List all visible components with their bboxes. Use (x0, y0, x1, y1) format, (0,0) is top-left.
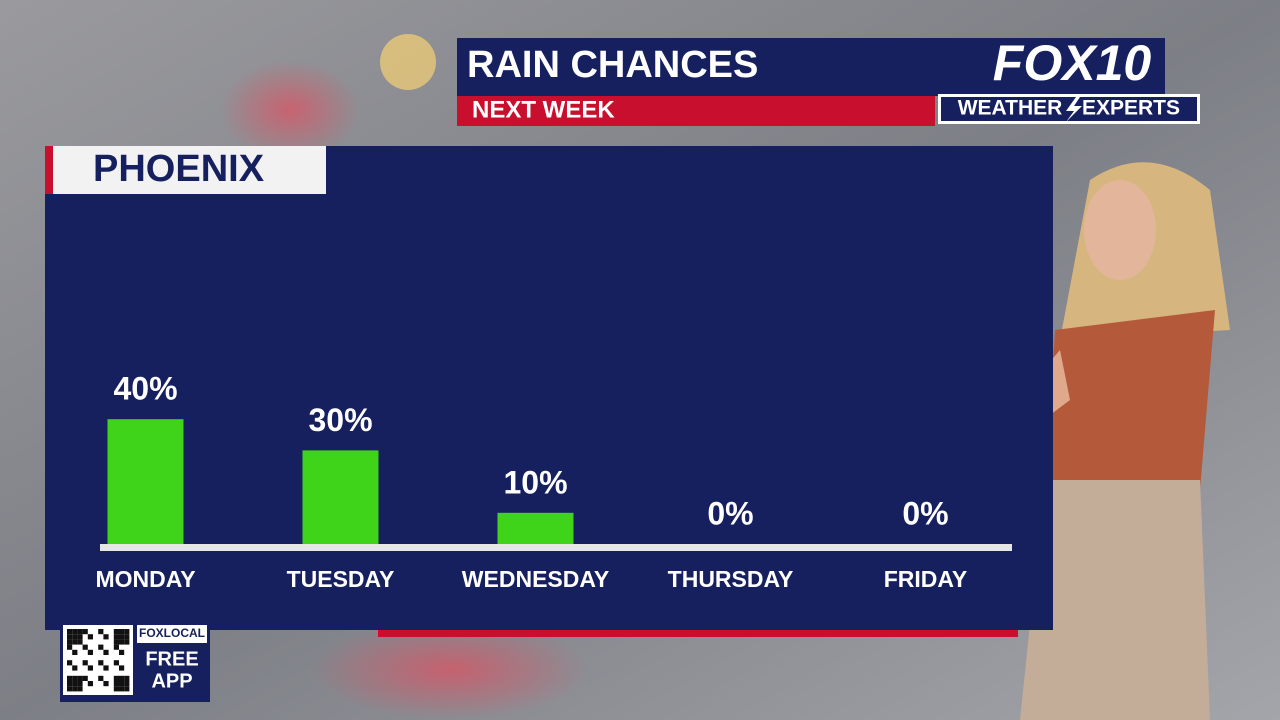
bokeh (310, 620, 590, 720)
qr-cell (77, 629, 83, 635)
qr-cell (98, 675, 104, 681)
experts-right: EXPERTS (1082, 97, 1180, 120)
qr-cell (67, 686, 73, 692)
qr-cell (119, 686, 125, 692)
qr-cell (119, 665, 125, 671)
bolt (1066, 97, 1082, 122)
qr-cell (113, 681, 119, 687)
qr-cell (98, 660, 104, 666)
qr-cell (113, 644, 119, 650)
qr-cell (72, 649, 78, 655)
panel-stripe (378, 630, 1018, 637)
qr-cell (103, 634, 109, 640)
qr-cell (72, 639, 78, 645)
qr-cell (103, 649, 109, 655)
qr-cell (119, 681, 125, 687)
qr-cell (119, 649, 125, 655)
qr-cell (77, 686, 83, 692)
qr-cell (77, 634, 83, 640)
qr-cell (77, 681, 83, 687)
qr-cell (67, 681, 73, 687)
x-tick-label: THURSDAY (668, 566, 794, 592)
qr-cell (87, 681, 93, 687)
qr-cell (103, 681, 109, 687)
qr-cell (72, 634, 78, 640)
location: PHOENIX (93, 148, 265, 190)
app-brand: FOXLOCAL (139, 626, 205, 640)
qr-cell (113, 639, 119, 645)
qr-cell (119, 639, 125, 645)
app-line: FREE (145, 648, 198, 670)
qr-cell (103, 665, 109, 671)
qr-cell (82, 675, 88, 681)
qr-cell (82, 629, 88, 635)
qr-cell (98, 629, 104, 635)
qr-cell (72, 675, 78, 681)
bokeh (220, 60, 360, 160)
qr-cell (113, 660, 119, 666)
station-logo: FOX10 (993, 35, 1152, 91)
value-label: 40% (113, 371, 177, 407)
chart-subtitle: NEXT WEEK (472, 96, 615, 123)
app-line: APP (151, 670, 192, 692)
qr-cell (124, 675, 130, 681)
x-tick-label: TUESDAY (287, 566, 395, 592)
qr-cell (67, 644, 73, 650)
qr-cell (72, 665, 78, 671)
qr-cell (98, 644, 104, 650)
qr-cell (113, 629, 119, 635)
bar (107, 419, 184, 544)
value-label: 30% (308, 402, 372, 438)
qr-cell (67, 639, 73, 645)
chart-title: RAIN CHANCES (467, 44, 758, 86)
qr-cell (77, 675, 83, 681)
qr-cell (67, 675, 73, 681)
qr-cell (124, 639, 130, 645)
experts-left: WEATHER (958, 97, 1063, 120)
qr-cell (119, 634, 125, 640)
qr-cell (72, 681, 78, 687)
qr-cell (72, 686, 78, 692)
value-label: 0% (707, 495, 753, 531)
app-brand-box (137, 625, 207, 643)
qr-cell (87, 634, 93, 640)
qr-cell (87, 649, 93, 655)
qr-cell (67, 660, 73, 666)
value-label: 0% (902, 495, 948, 531)
qr-cell (113, 686, 119, 692)
qr-cell (113, 634, 119, 640)
qr-cell (82, 644, 88, 650)
baseline (100, 544, 1012, 551)
title-box (457, 38, 1165, 96)
qr-cell (119, 629, 125, 635)
x-tick-label: WEDNESDAY (462, 566, 609, 592)
bokeh (380, 34, 436, 90)
subtitle-box (457, 96, 935, 126)
qr-cell (72, 629, 78, 635)
bar (302, 450, 379, 544)
qr-cell (124, 681, 130, 687)
location-tab (53, 146, 326, 194)
bar (497, 512, 574, 544)
qr-cell (67, 634, 73, 640)
chart-panel (45, 146, 1053, 630)
x-tick-label: FRIDAY (884, 566, 968, 592)
qr-cell (119, 675, 125, 681)
x-tick-label: MONDAY (95, 566, 195, 592)
qr-cell (77, 639, 83, 645)
presenter (870, 162, 1230, 720)
qr-cell (124, 634, 130, 640)
qr-cell (124, 629, 130, 635)
qr-cell (124, 686, 130, 692)
qr-pattern (67, 629, 130, 692)
qr-cell (82, 660, 88, 666)
value-label: 10% (503, 464, 567, 500)
location-accent (45, 146, 53, 194)
qr-cell (113, 675, 119, 681)
qr-cell (67, 629, 73, 635)
qr-cell (87, 665, 93, 671)
